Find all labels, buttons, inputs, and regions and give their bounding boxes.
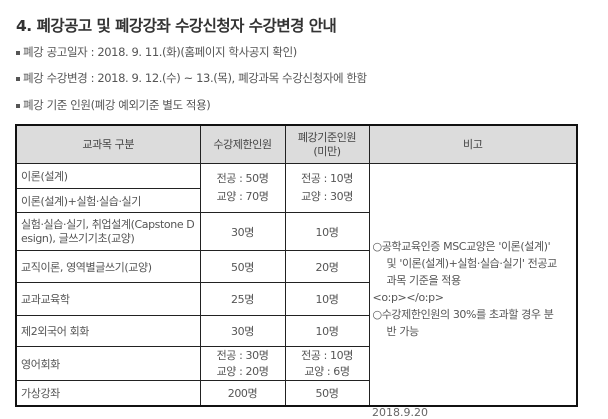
change-period-line: 폐강 수강변경 : 2018. 9. 12.(수) ~ 13.(목), 폐강과목… [16, 70, 367, 86]
limit-cell: 30명 [199, 212, 286, 251]
notice-date-text: 폐강 공고일자 : 2018. 9. 11.(화)(홈페이지 학사공지 확인) [23, 45, 297, 59]
table-row: 가상강좌 200명 50명 [15, 380, 577, 406]
category-cell: 이론(설계) [15, 163, 201, 189]
category-cell: 이론(설계)+실험·실습·실기 [15, 188, 201, 213]
category-cell: 가상강좌 [15, 380, 201, 406]
limit-cell: 50명 [199, 250, 286, 283]
category-cell: 교과교육학 [15, 282, 201, 316]
criteria-line: 폐강 기준 인원(폐강 예외기준 별도 적용) [16, 97, 211, 113]
notice-date-line: 폐강 공고일자 : 2018. 9. 11.(화)(홈페이지 학사공지 확인) [16, 44, 297, 60]
bullet-icon [16, 103, 20, 108]
bullet-icon [16, 76, 20, 81]
minimum-cell: 10명 [284, 282, 370, 316]
closure-criteria-table: 교과목 구분 수강제한인원 폐강기준인원 (미만) 비고 이론(설계) 전공 : … [15, 124, 578, 407]
limit-cell: 25명 [199, 282, 286, 316]
note-cell: ○공학교육인증 MSC교양은 '이론(설계)' 및 '이론(설계)+실험·실습·… [368, 163, 578, 406]
header-limit: 수강제한인원 [199, 124, 286, 164]
note-text: 반 가능 [386, 325, 420, 338]
minimum-cell: 10명 [284, 315, 370, 347]
limit-general: 교양 : 70명 [216, 190, 269, 203]
table-row: 교직이론, 영역별글쓰기(교양) 50명 20명 [15, 250, 577, 283]
note-text: 및 '이론(설계)+실험·실습·실기' 전공교 [386, 257, 558, 270]
header-note: 비고 [368, 124, 578, 164]
limit-major: 전공 : 50명 [216, 172, 269, 185]
limit-major: 전공 : 30명 [216, 348, 269, 362]
criteria-text: 폐강 기준 인원(폐강 예외기준 별도 적용) [23, 98, 211, 112]
header-minimum-line1: 폐강기준인원 [297, 130, 357, 144]
min-general: 교양 : 30명 [301, 190, 353, 203]
note-text: 과목 기준을 적용 [386, 274, 462, 287]
table-header-row: 교과목 구분 수강제한인원 폐강기준인원 (미만) 비고 [15, 124, 578, 164]
section-title: 4. 폐강공고 및 폐강강좌 수강신청자 수강변경 안내 [16, 17, 337, 35]
limit-cell: 200명 [199, 380, 286, 406]
header-category: 교과목 구분 [15, 124, 201, 164]
minimum-cell: 50명 [284, 380, 370, 406]
limit-cell: 30명 [199, 315, 286, 347]
minimum-cell: 10명 [284, 212, 370, 251]
limit-general: 교양 : 20명 [216, 364, 269, 378]
table-row: 이론(설계)+실험·실습·실기 [15, 188, 577, 213]
min-general: 교양 : 6명 [304, 364, 350, 378]
category-cell: 교직이론, 영역별글쓰기(교양) [15, 250, 201, 283]
note-text: <o:p></o:p> [372, 291, 444, 304]
min-major: 전공 : 10명 [301, 348, 353, 362]
table-row: 이론(설계) 전공 : 50명 교양 : 70명 전공 : 10명 교양 : 30명… [15, 163, 578, 406]
bullet-icon [16, 50, 20, 55]
minimum-cell: 20명 [284, 250, 370, 283]
change-period-text: 폐강 수강변경 : 2018. 9. 12.(수) ~ 13.(목), 폐강과목… [23, 71, 367, 85]
category-cell: 실험·실습·실기, 취업설계(Capstone Design), 글쓰기기초(교… [15, 212, 201, 251]
category-cell: 제2외국어 회화 [15, 315, 201, 347]
header-minimum-line2: (미만) [313, 144, 341, 158]
table-row: 실험·실습·실기, 취업설계(Capstone Design), 글쓰기기초(교… [15, 212, 577, 251]
header-minimum: 폐강기준인원 (미만) [284, 124, 370, 164]
note-text: ○수강제한인원의 30%를 초과할 경우 분 [372, 308, 554, 321]
note-text: ○공학교육인증 MSC교양은 '이론(설계)' [372, 240, 551, 253]
min-major: 전공 : 10명 [301, 172, 353, 185]
category-cell: 영어회화 [15, 346, 201, 381]
